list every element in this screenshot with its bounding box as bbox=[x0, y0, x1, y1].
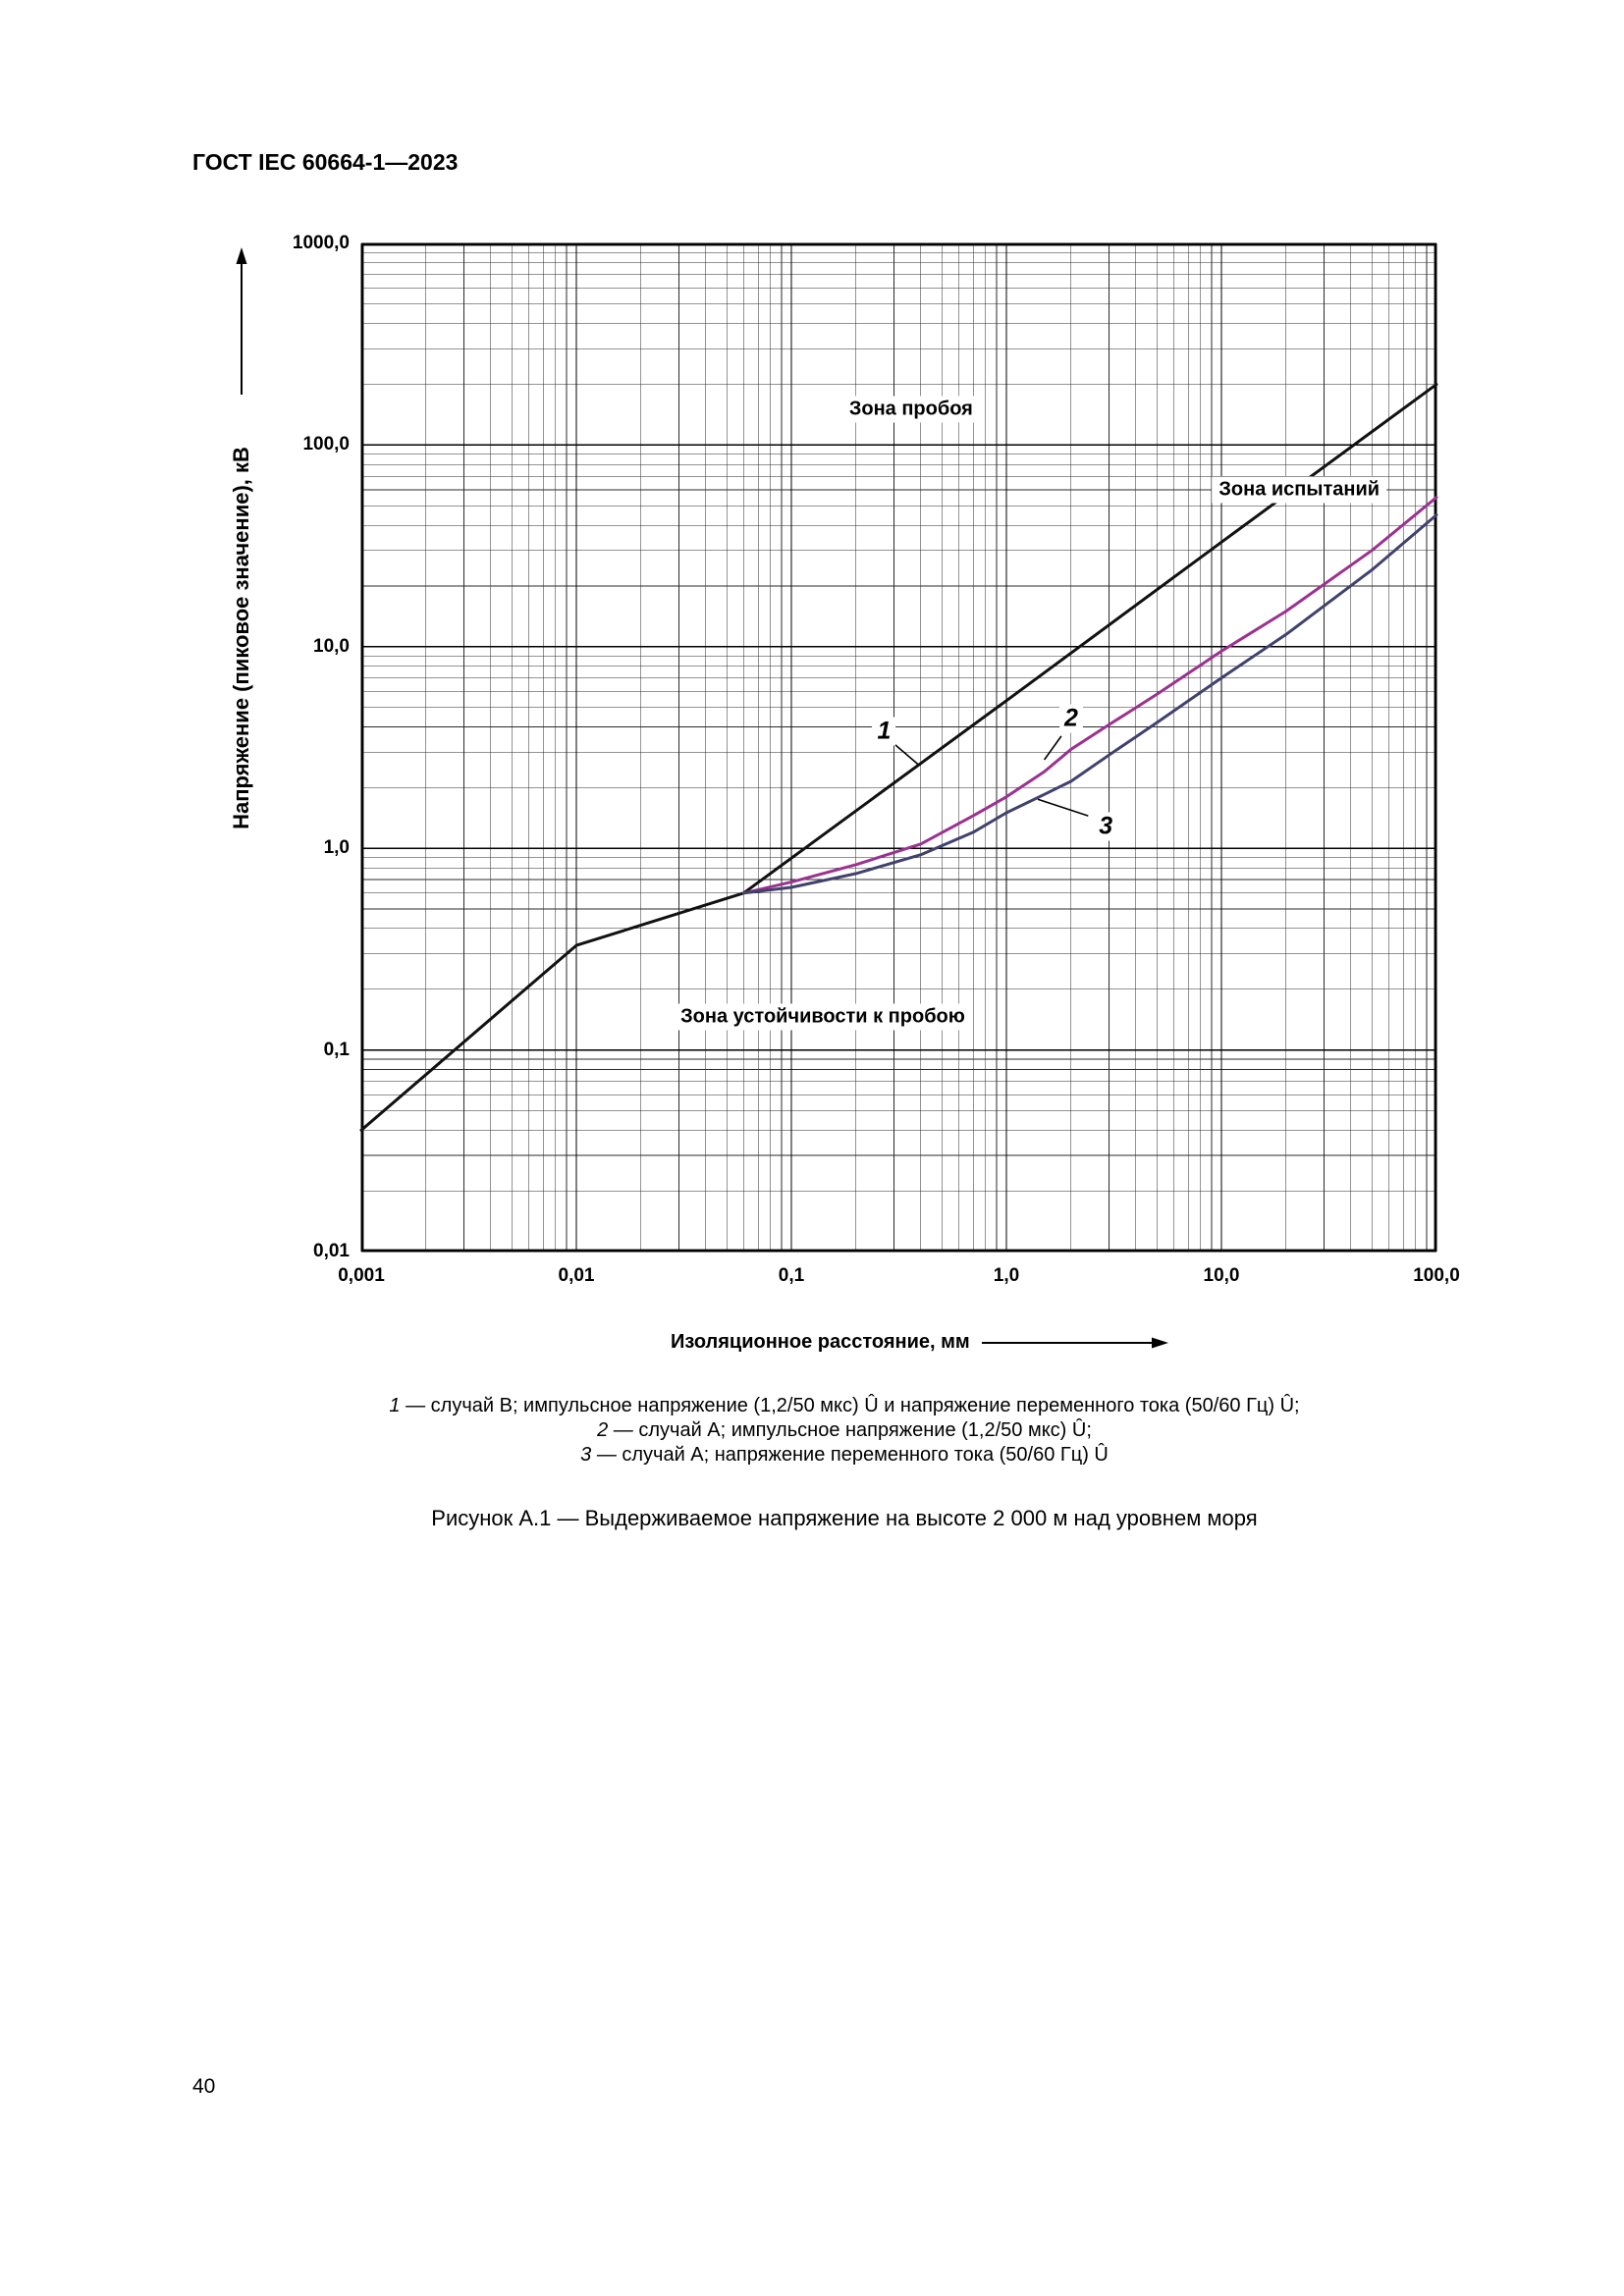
x-tick-label: 0,1 bbox=[778, 1265, 805, 1286]
curve-number-label-2: 2 bbox=[1058, 704, 1083, 733]
x-tick-label: 0,01 bbox=[558, 1265, 595, 1286]
x-axis-title: Изоляционное расстояние, мм bbox=[671, 1331, 970, 1353]
y-axis-arrow-icon bbox=[236, 247, 247, 395]
legend-num-2: 2 bbox=[597, 1419, 609, 1441]
y-axis-title: Напряжение (пиковое значение), кВ bbox=[229, 447, 253, 829]
legend-text-3: — случай А; напряжение переменного тока … bbox=[596, 1444, 1109, 1466]
zone-label-3: Зона устойчивости к пробою bbox=[674, 1003, 972, 1031]
plot-overlay: Зона пробоя Зона испытаний Зона устойчивос… bbox=[293, 233, 1460, 1286]
chart-area: Зона пробоя Зона испытаний Зона устойчивос… bbox=[293, 233, 1460, 1286]
legend-text-1: — случай В; импульсное напряжение (1,2/5… bbox=[406, 1395, 1300, 1416]
y-tick-label: 1,0 bbox=[323, 837, 350, 859]
page-number: 40 bbox=[192, 2075, 216, 2098]
figure-legend: 1 — случай В; импульсное напряжение (1,2… bbox=[304, 1394, 1384, 1468]
curve-number-label-1: 1 bbox=[872, 717, 896, 746]
zone-label-2: Зона испытаний bbox=[1212, 476, 1387, 504]
x-axis-title-wrap: Изоляционное расстояние, мм bbox=[671, 1331, 1168, 1354]
x-axis-arrow-icon bbox=[981, 1337, 1168, 1348]
document-header: ГОСТ IEC 60664-1—2023 bbox=[192, 149, 459, 175]
legend-text-2: — случай А; импульсное напряжение (1,2/5… bbox=[613, 1419, 1092, 1441]
legend-num-1: 1 bbox=[389, 1395, 401, 1416]
zone-label-1: Зона пробоя bbox=[841, 396, 980, 423]
x-tick-label: 10,0 bbox=[1203, 1265, 1240, 1286]
x-tick-label: 0,001 bbox=[338, 1265, 385, 1286]
legend-num-3: 3 bbox=[580, 1444, 592, 1466]
y-tick-label: 0,1 bbox=[323, 1039, 350, 1060]
x-tick-label: 100,0 bbox=[1413, 1265, 1460, 1286]
y-tick-label: 1000,0 bbox=[292, 233, 350, 253]
y-tick-label: 0,01 bbox=[313, 1241, 350, 1261]
y-tick-label: 100,0 bbox=[302, 434, 350, 455]
legend-line-1: 1 — случай В; импульсное напряжение (1,2… bbox=[304, 1394, 1384, 1418]
curve-number-label-3: 3 bbox=[1094, 812, 1118, 841]
y-tick-label: 10,0 bbox=[313, 635, 350, 657]
legend-line-2: 2 — случай А; импульсное напряжение (1,2… bbox=[304, 1418, 1384, 1443]
legend-line-3: 3 — случай А; напряжение переменного ток… bbox=[304, 1443, 1384, 1468]
x-tick-label: 1,0 bbox=[993, 1265, 1020, 1286]
figure-caption: Рисунок А.1 — Выдерживаемое напряжение н… bbox=[431, 1506, 1258, 1530]
